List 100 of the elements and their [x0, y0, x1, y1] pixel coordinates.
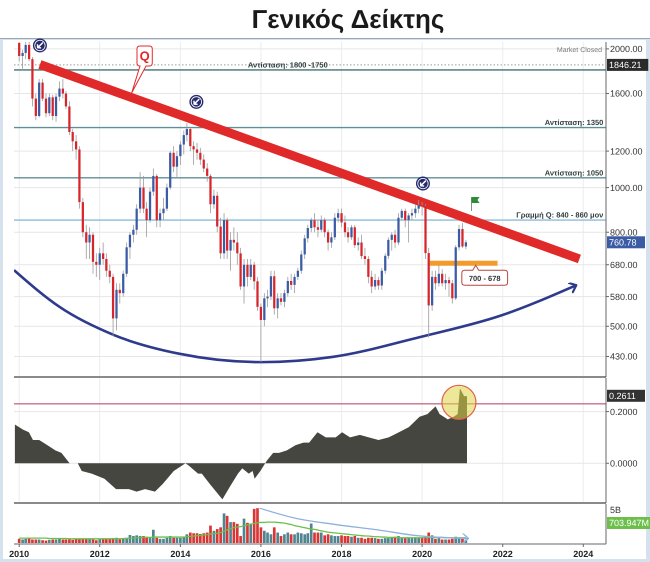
bar — [313, 532, 316, 543]
bar — [34, 540, 38, 543]
candlestick — [414, 204, 416, 218]
candlestick — [196, 142, 198, 160]
candlestick — [290, 273, 292, 290]
bar — [293, 534, 296, 543]
candlestick — [199, 147, 202, 166]
candlestick — [451, 280, 454, 304]
y-tick-label: 1000.00 — [610, 182, 643, 193]
bar — [290, 534, 292, 543]
y-tick-label: 1200.00 — [610, 146, 643, 156]
x-tick-label: 2016 — [250, 549, 271, 559]
candlestick — [232, 226, 236, 251]
bar — [340, 535, 343, 543]
candlestick — [276, 292, 279, 319]
bar — [176, 538, 178, 543]
bar — [242, 518, 246, 543]
candlestick — [380, 267, 383, 290]
x-tick-label: 2010 — [9, 549, 30, 559]
bar — [262, 530, 266, 543]
x-tick-label: 2014 — [170, 549, 190, 559]
bar — [270, 534, 272, 543]
bar — [326, 534, 330, 543]
bar — [280, 536, 282, 543]
bar — [344, 536, 346, 543]
bar — [71, 540, 74, 543]
y-tick-label: 680.00 — [610, 260, 638, 270]
bar — [58, 538, 61, 543]
bar — [256, 508, 259, 543]
bar — [272, 527, 276, 543]
bar — [38, 540, 40, 543]
bar — [222, 513, 226, 543]
bar — [102, 540, 104, 543]
text: Q — [140, 48, 150, 64]
y-tick-label: 760.78 — [609, 237, 637, 248]
candlestick — [420, 202, 424, 216]
candlestick — [313, 212, 316, 233]
x-tick-label: 2012 — [90, 549, 110, 559]
x-tick-label: 2022 — [492, 549, 513, 559]
bar — [350, 536, 353, 543]
bar — [21, 540, 24, 543]
candlestick — [202, 154, 205, 173]
bar — [283, 534, 286, 543]
bar — [158, 538, 162, 543]
bar — [333, 536, 336, 543]
bar — [438, 538, 440, 543]
bar — [108, 540, 112, 543]
y-tick-label: 0.2000 — [610, 406, 638, 417]
y-tick-label: 1600.00 — [610, 88, 643, 99]
candlestick — [85, 224, 88, 260]
candlestick — [354, 224, 356, 248]
bar — [364, 538, 366, 543]
bar — [84, 540, 88, 543]
bar — [296, 532, 300, 543]
candlestick — [357, 236, 360, 251]
candlestick — [48, 93, 50, 116]
bar — [300, 533, 303, 543]
y-tick-label: 0.0000 — [610, 458, 638, 468]
candlestick — [54, 93, 58, 122]
bar — [92, 540, 94, 543]
bar — [229, 522, 232, 543]
candlestick — [374, 273, 376, 290]
candlestick — [438, 264, 440, 287]
bar — [41, 540, 44, 543]
bar — [286, 532, 290, 543]
candlestick — [340, 208, 343, 228]
bar — [78, 540, 81, 543]
candlestick — [52, 94, 54, 121]
y-tick-label: 2000.00 — [610, 44, 643, 54]
bar — [98, 540, 102, 543]
y-tick-label: 580.00 — [610, 292, 638, 302]
x-tick-label: 2018 — [332, 549, 352, 559]
bar — [384, 538, 387, 543]
bar — [118, 540, 122, 543]
bar — [246, 522, 249, 543]
bar — [410, 538, 414, 543]
bar — [162, 538, 165, 543]
y-tick-label: 430.00 — [610, 352, 638, 362]
bar — [209, 526, 212, 543]
bar — [62, 540, 64, 543]
candlestick — [377, 276, 380, 290]
candlestick — [118, 282, 121, 304]
bar — [440, 540, 444, 543]
bar — [64, 540, 68, 543]
bar — [386, 538, 390, 543]
bar — [320, 532, 323, 543]
bar — [316, 532, 320, 543]
candlestick — [441, 268, 444, 287]
y-tick-label: 800.00 — [610, 227, 638, 238]
bar — [330, 535, 333, 543]
bar — [51, 540, 54, 543]
x-tick-label: 2024 — [573, 549, 594, 559]
bar — [94, 540, 98, 543]
y-tick-label: 0.2611 — [609, 391, 636, 401]
bar — [360, 538, 363, 543]
candlestick — [250, 258, 252, 280]
bar — [252, 508, 256, 543]
bar — [68, 540, 71, 543]
bar — [266, 532, 269, 543]
bar — [353, 536, 356, 543]
